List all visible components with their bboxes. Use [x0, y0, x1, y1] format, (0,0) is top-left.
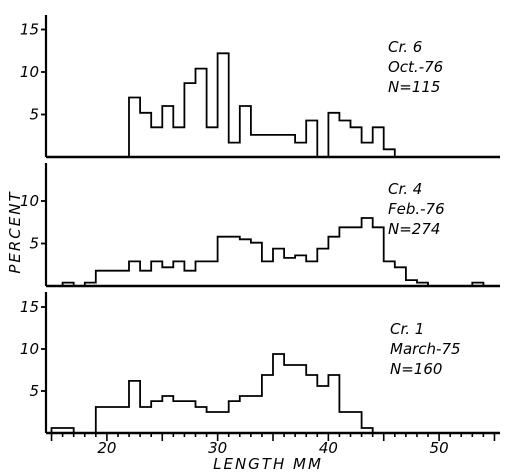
panel-annotation-line: Cr. 6: [388, 38, 422, 56]
y-tick-label: 5: [29, 382, 39, 400]
histogram-outline: [61, 217, 485, 287]
y-tick-label: 10: [20, 192, 39, 210]
panel-annotation-line: N=274: [388, 220, 440, 238]
histogram-outline: [118, 52, 406, 158]
panel-annotation-line: N=160: [390, 360, 442, 378]
panel-annotation-line: N=115: [388, 78, 440, 96]
panel-cr1: 5 10 15 Cr. 1 March-75 N=160: [20, 292, 500, 435]
y-tick-label: 10: [20, 340, 39, 358]
y-tick-label: 10: [20, 63, 39, 81]
x-tick-label: 40: [319, 439, 338, 457]
x-tick-label: 50: [430, 439, 449, 457]
histogram-panels: 5 10 15 Cr. 6 Oct.-76 N=115 5 10 Cr. 4 Feb.-76 N=2…: [20, 15, 500, 435]
y-axis-label: PERCENT: [6, 190, 24, 273]
y-tick-label: 15: [20, 298, 39, 316]
x-tick-label: 30: [208, 439, 227, 457]
panel-annotation-line: March-75: [390, 340, 461, 358]
panel-annotation-line: Cr. 1: [390, 320, 424, 338]
panel-cr4: 5 10 Cr. 4 Feb.-76 N=274: [20, 163, 500, 288]
x-tick-label: 20: [97, 439, 116, 457]
panel-cr6: 5 10 15 Cr. 6 Oct.-76 N=115: [20, 15, 500, 159]
y-tick-label: 15: [20, 21, 39, 39]
histogram-outline: [50, 353, 384, 434]
panel-annotation-line: Cr. 4: [388, 180, 422, 198]
panel-annotation-line: Oct.-76: [388, 58, 443, 76]
y-tick-label: 5: [29, 235, 39, 253]
panel-annotation-line: Feb.-76: [388, 200, 445, 218]
x-axis: 20 30 40 50: [50, 433, 496, 457]
x-axis-label: LENGTH MM: [213, 455, 323, 473]
y-tick-label: 5: [29, 106, 39, 124]
